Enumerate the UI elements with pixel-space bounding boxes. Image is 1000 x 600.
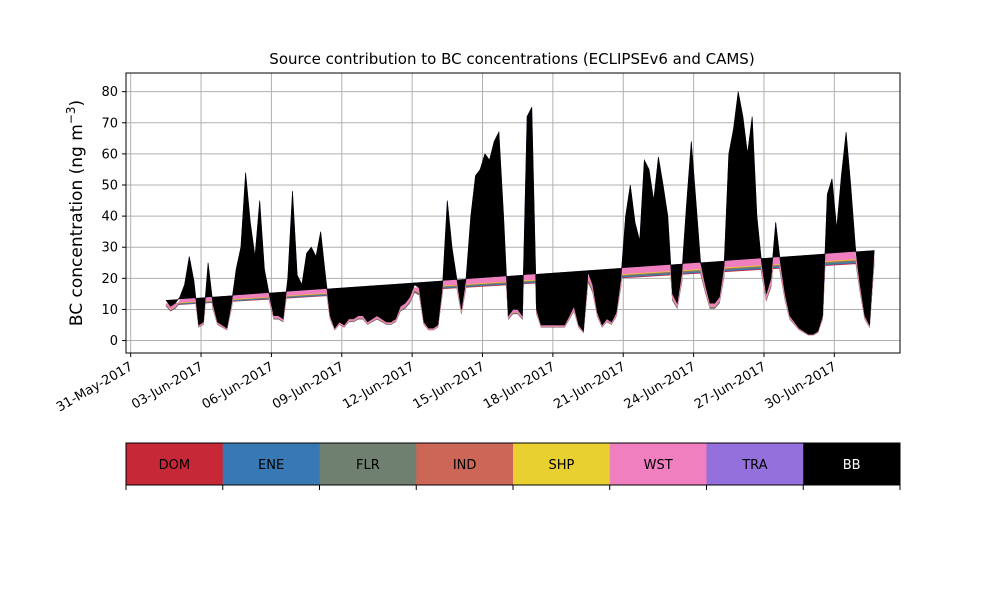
x-tick-label: 24-Jun-2017: [622, 359, 699, 412]
legend-swatch-flr: [319, 443, 417, 485]
y-tick-label: 10: [101, 303, 118, 318]
y-tick-label: 40: [101, 210, 118, 225]
legend-label-ene: ENE: [258, 458, 284, 473]
legend-label-tra: TRA: [741, 458, 767, 473]
legend-label-flr: FLR: [356, 458, 380, 473]
y-tick-label: 20: [101, 272, 118, 287]
y-axis-ticks: 0 10 20 30 40 50 60 70 80: [101, 85, 126, 349]
legend-label-wst: WST: [644, 458, 673, 473]
x-tick-label: 31-May-2017: [54, 359, 136, 415]
legend-swatch-dom: [126, 443, 224, 485]
y-tick-label: 70: [101, 116, 118, 131]
x-tick-label: 30-Jun-2017: [763, 359, 840, 412]
x-tick-label: 21-Jun-2017: [551, 359, 628, 412]
legend-swatch-tra: [706, 443, 804, 485]
x-tick-label: 06-Jun-2017: [200, 359, 277, 412]
y-axis-label-close: ): [67, 100, 87, 107]
x-tick-label: 15-Jun-2017: [411, 359, 488, 412]
x-tick-label: 18-Jun-2017: [481, 359, 558, 412]
plot-frame: [125, 72, 901, 354]
y-tick-label: 60: [101, 147, 118, 162]
y-axis-label-main: BC concentration (ng m: [67, 124, 87, 326]
legend-swatch-bb: [803, 443, 901, 485]
legend-swatch-wst: [609, 443, 707, 485]
legend-label-bb: BB: [843, 458, 861, 473]
legend-label-ind: IND: [453, 458, 477, 473]
area-bb: [165, 91, 875, 335]
legend-swatch-ene: [222, 443, 320, 485]
y-axis-label: BC concentration (ng m−3): [64, 100, 87, 326]
x-tick-label: 12-Jun-2017: [340, 359, 417, 412]
y-tick-label: 50: [101, 179, 118, 194]
y-tick-label: 80: [101, 85, 118, 100]
stacked-areas: [165, 91, 875, 336]
legend-swatch-shp: [513, 443, 611, 485]
legend-swatch-ind: [416, 443, 514, 485]
colorbar-legend: DOM ENE FLR IND SHP WST TRA BB: [125, 442, 901, 490]
x-tick-label: 09-Jun-2017: [270, 359, 347, 412]
legend-label-shp: SHP: [548, 458, 574, 473]
y-axis-label-exponent: −3: [64, 106, 78, 124]
y-tick-label: 0: [110, 334, 118, 349]
y-tick-label: 30: [101, 241, 118, 256]
legend-label-dom: DOM: [159, 458, 190, 473]
x-tick-label: 03-Jun-2017: [129, 359, 206, 412]
x-tick-label: 27-Jun-2017: [692, 359, 769, 412]
x-axis-ticks: 31-May-201703-Jun-201706-Jun-201709-Jun-…: [54, 353, 839, 415]
chart-title: Source contribution to BC concentrations…: [269, 50, 754, 68]
